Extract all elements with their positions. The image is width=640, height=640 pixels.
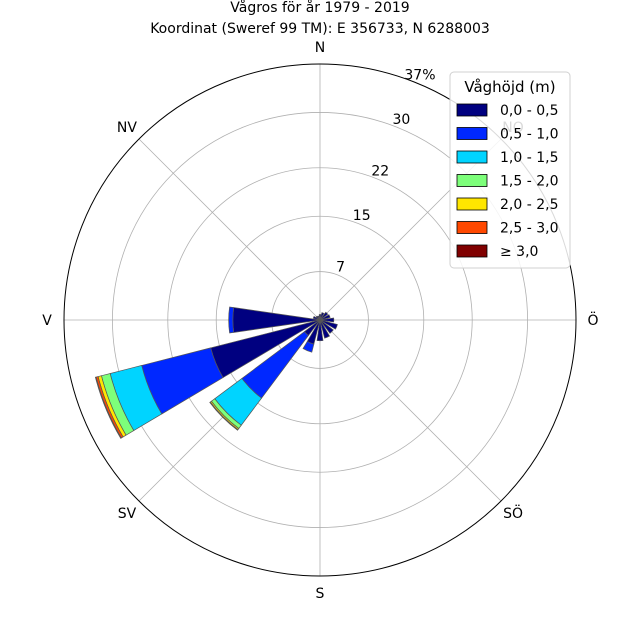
legend-swatch-2 — [456, 150, 488, 164]
rose-bar-9-1 — [302, 340, 315, 353]
direction-label-6: V — [42, 313, 52, 329]
polar-frame — [63, 63, 577, 577]
legend-label-5: 2,5 - 3,0 — [500, 221, 558, 237]
direction-label-0: N — [315, 40, 325, 56]
polar-grid — [64, 64, 576, 576]
direction-label-4: S — [316, 586, 325, 602]
legend-label-1: 0,5 - 1,0 — [500, 127, 558, 143]
legend-swatch-6 — [456, 244, 488, 258]
direction-label-7: NV — [117, 120, 137, 136]
radial-tick-label-2: 22 — [371, 163, 389, 179]
legend-swatch-5 — [456, 221, 488, 234]
legend: Våghöjd (m) 0,0 - 0,5 0,5 - 1,0 1,0 - 1,5 1,… — [449, 71, 571, 269]
legend-label-4: 2,0 - 2,5 — [500, 197, 558, 213]
legend-title: Våghöjd (m) — [464, 78, 555, 96]
legend-box — [449, 71, 571, 269]
rose-bar-15-0 — [317, 315, 321, 321]
radial-tick-label-0: 7 — [336, 259, 345, 275]
legend-label-3: 1,5 - 2,0 — [500, 174, 558, 190]
legend-label-0: 0,0 - 0,5 — [500, 103, 558, 119]
rose-bar-0-0 — [318, 314, 322, 321]
radial-tick-label-3: 30 — [393, 112, 411, 128]
chart-title-group: Vågros för år 1979 - 2019 Koordinat (Swe… — [150, 0, 490, 37]
rose-bar-2-0 — [319, 311, 329, 321]
rose-bar-5-0 — [319, 319, 338, 330]
legend-label-6: ≥ 3,0 — [500, 244, 538, 260]
rose-bars — [94, 306, 338, 439]
legend-swatch-1 — [456, 127, 488, 140]
polar-outline — [63, 63, 577, 577]
legend-swatch-0 — [456, 103, 488, 117]
radial-tick-label-4: 37% — [404, 67, 435, 83]
grid-spoke-7 — [138, 138, 321, 321]
grid-spoke-3 — [319, 319, 502, 502]
direction-label-3: SÖ — [503, 504, 523, 522]
rose-bar-10-5 — [209, 401, 239, 431]
rose-bar-11-6 — [94, 376, 122, 439]
rose-bar-6-0 — [319, 319, 334, 334]
radial-tick-labels: 7 15 22 30 37% — [336, 67, 435, 275]
chart-subtitle: Koordinat (Sweref 99 TM): E 356733, N 62… — [150, 21, 490, 37]
radial-tick-label-1: 15 — [353, 208, 371, 224]
legend-swatch-4 — [456, 197, 488, 211]
direction-label-2: Ö — [587, 311, 598, 329]
direction-label-5: SV — [118, 506, 137, 522]
rose-bar-4-0 — [319, 317, 335, 323]
legend-swatch-3 — [456, 174, 488, 187]
chart-title: Vågros för år 1979 - 2019 — [230, 0, 409, 16]
rose-bar-3-0 — [319, 314, 331, 321]
rose-bar-7-0 — [319, 319, 331, 339]
rose-bar-12-1 — [228, 306, 235, 334]
rose-bar-8-0 — [316, 319, 324, 342]
rose-bar-12-0 — [232, 307, 321, 333]
legend-label-2: 1,0 - 1,5 — [500, 150, 558, 166]
